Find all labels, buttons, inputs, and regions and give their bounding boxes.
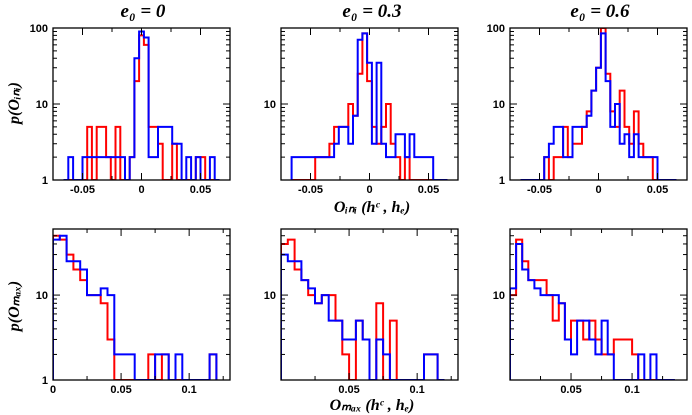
x-tick-label: 0.1 [182,384,197,396]
series-group [53,234,218,380]
x-tick-label: 0.05 [338,384,359,396]
panel-top-right: 1 10 100 -0.05 0 0.05 [487,23,688,196]
series-blue [290,32,448,180]
x-tick-label: 0.05 [560,384,581,396]
x-tick-label: 0.05 [647,184,668,196]
col-title-0: e₀ = 0 [121,1,166,22]
x-tick-label: 0.05 [110,384,131,396]
row-xlabel-1: Oₘₐₓ (hᶜ , hₑ) [330,397,415,414]
panel-frame [52,228,231,381]
y-tick-label: 10 [264,290,276,302]
panel-frame [509,228,688,381]
row-ylabel-0: p(Oᵢₙᵢ) [6,82,23,126]
y-tick-label: 10 [264,99,276,111]
series-blue [53,234,218,380]
y-tick-label: 1 [499,175,505,187]
x-tick-label: 0.1 [624,384,639,396]
y-tick-label: 10 [36,290,48,302]
series-blue [510,243,675,380]
x-tick-label: 0 [595,184,601,196]
y-tick-label: 1 [42,175,48,187]
x-tick-label: 0.1 [410,384,425,396]
series-group [510,238,675,380]
col-title-1: e₀ = 0.3 [342,1,401,22]
row-xlabel-0: Oᵢₙᵢ (hᶜ , hₑ) [334,199,410,216]
series-blue [63,30,220,180]
x-tick-label: 0 [138,184,144,196]
panel-top-middle: 10 -0.05 0 0.05 [264,27,459,196]
panel-frame [509,27,688,181]
x-tick-label: 0.05 [190,184,211,196]
series-red [281,238,445,380]
series-group [63,30,220,180]
x-tick-label: -0.05 [527,184,552,196]
series-blue [520,32,677,180]
y-tick-label: 1 [42,375,48,387]
x-tick-label: 0.05 [418,184,439,196]
x-tick-label: -0.05 [70,184,95,196]
panel-frame [280,228,459,381]
col-title-2: e₀ = 0.6 [570,1,630,22]
series-group [281,238,445,380]
y-tick-label: 10 [36,99,48,111]
row-ylabel-1: p(Oₘₐₓ) [6,281,23,333]
y-tick-label: 10 [493,290,505,302]
x-tick-label: 0 [50,384,56,396]
x-tick-label: -0.05 [298,184,323,196]
series-group [520,28,677,180]
y-tick-label: 10 [493,99,505,111]
panel-bottom-left: 1 10 0 0.05 0.1 [36,228,231,396]
x-tick-label: 0 [366,184,372,196]
series-blue [281,253,445,380]
panel-top-left: 1 10 100 -0.05 0 0.05 [30,23,231,196]
panel-bottom-right: 10 0.05 0.1 [493,228,688,396]
panel-bottom-middle: 10 0.05 0.1 [264,228,459,396]
y-tick-label: 100 [487,23,505,35]
y-tick-label: 100 [30,23,48,35]
series-group [290,32,448,180]
